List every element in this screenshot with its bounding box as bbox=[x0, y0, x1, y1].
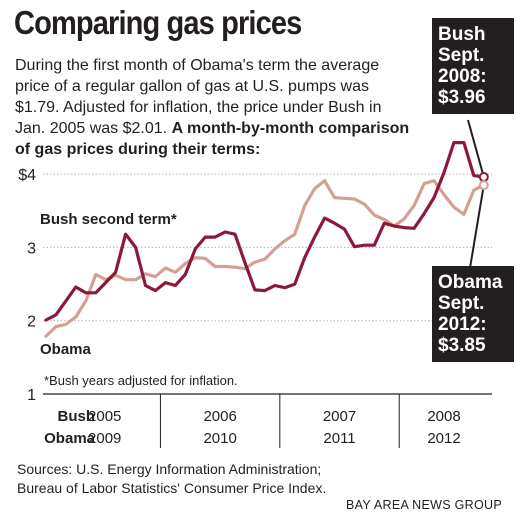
bush-series-line bbox=[44, 141, 486, 322]
obama-callout: Obama Sept. 2012: $3.85 bbox=[432, 266, 514, 362]
obama-callout-line: 2012: bbox=[438, 314, 487, 335]
x-row-label-bush: Bush bbox=[58, 408, 96, 425]
obama-callout-pointer bbox=[469, 184, 485, 269]
obama-series-line bbox=[44, 179, 486, 338]
x-row-label-obama: Obama bbox=[44, 430, 96, 447]
x-year-label-obama: 2011 bbox=[323, 430, 355, 447]
bush-callout-pointer bbox=[467, 119, 485, 178]
x-year-label-bush: 2005 bbox=[88, 408, 121, 425]
sources-line: Sources: U.S. Energy Information Adminis… bbox=[17, 461, 322, 477]
x-year-label-obama: 2012 bbox=[427, 430, 460, 447]
bush-callout-line: Sept. bbox=[438, 45, 485, 66]
x-year-label-obama: 2009 bbox=[88, 430, 121, 447]
x-year-label-bush: 2008 bbox=[427, 408, 460, 425]
sources-note: Sources: U.S. Energy Information Adminis… bbox=[17, 460, 326, 498]
y-tick-label: 3 bbox=[27, 240, 36, 257]
bush-callout-line: $3.96 bbox=[438, 87, 486, 108]
x-year-label-obama: 2010 bbox=[203, 430, 236, 447]
bush-callout-line: 2008: bbox=[438, 66, 487, 87]
obama-series-label: Obama bbox=[40, 341, 92, 358]
obama-callout-line: Obama bbox=[438, 272, 503, 293]
chart-title: Comparing gas prices bbox=[14, 4, 302, 41]
obama-end-marker bbox=[478, 180, 489, 191]
intro-bold-text: A month-by-month comparison of gas price… bbox=[15, 120, 410, 158]
y-tick-label: $4 bbox=[18, 167, 36, 184]
bush-series-label: Bush second term* bbox=[40, 211, 177, 228]
intro-plain-text: During the first month of Obama's term t… bbox=[15, 57, 382, 137]
bush-callout: Bush Sept. 2008: $3.96 bbox=[432, 18, 514, 114]
y-tick-label: 1 bbox=[27, 387, 36, 404]
intro-text: During the first month of Obama's term t… bbox=[15, 55, 415, 160]
y-tick-label: 2 bbox=[27, 314, 36, 331]
x-year-label-bush: 2007 bbox=[323, 408, 356, 425]
bush-end-marker bbox=[478, 172, 489, 183]
obama-callout-line: $3.85 bbox=[438, 335, 486, 356]
credit-line: BAY AREA NEWS GROUP bbox=[346, 498, 502, 512]
footnote: *Bush years adjusted for inflation. bbox=[44, 373, 238, 388]
obama-callout-line: Sept. bbox=[438, 293, 485, 314]
bush-callout-line: Bush bbox=[438, 24, 486, 45]
x-year-label-bush: 2006 bbox=[203, 408, 236, 425]
sources-line: Bureau of Labor Statistics' Consumer Pri… bbox=[17, 480, 327, 496]
